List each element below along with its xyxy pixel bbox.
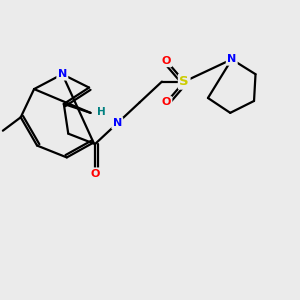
Text: O: O — [162, 98, 171, 107]
Text: S: S — [179, 75, 189, 88]
Text: N: N — [58, 69, 67, 79]
Text: H: H — [97, 107, 105, 117]
Text: N: N — [113, 118, 122, 128]
Text: O: O — [162, 56, 171, 66]
Text: N: N — [227, 54, 236, 64]
Text: O: O — [90, 169, 100, 179]
